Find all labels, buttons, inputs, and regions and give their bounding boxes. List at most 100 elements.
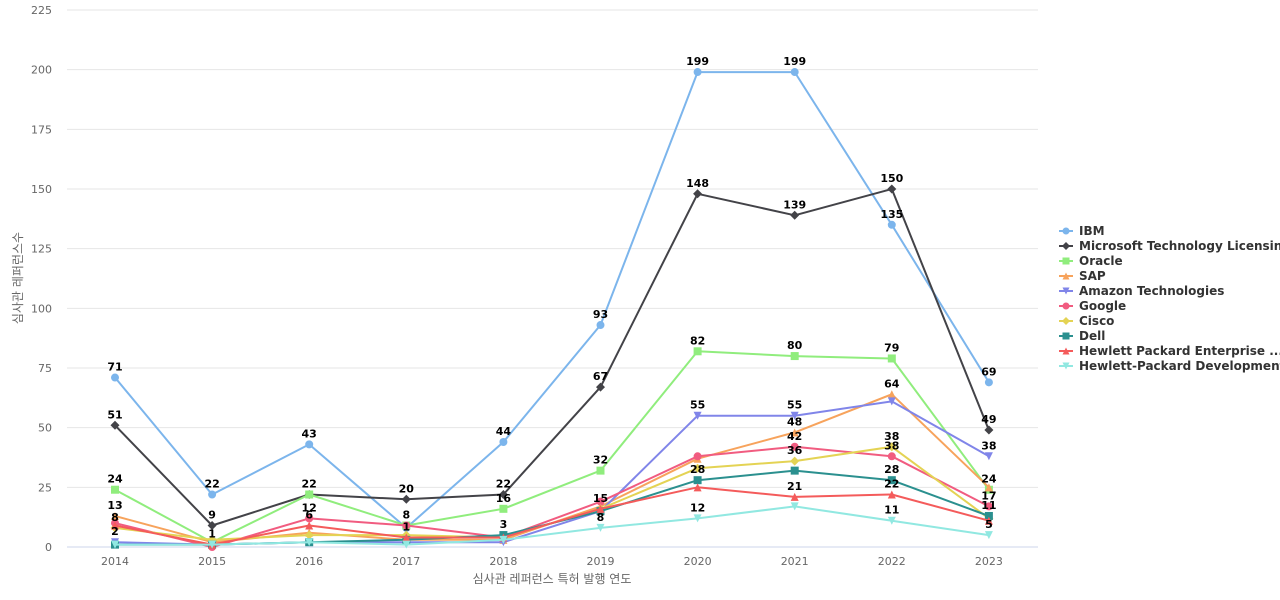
data-label: 80 [787, 339, 803, 352]
data-label: 44 [496, 425, 512, 438]
data-point [693, 68, 702, 77]
data-point [790, 68, 799, 77]
x-tick-label: 2016 [295, 555, 323, 568]
data-label: 1 [402, 520, 410, 533]
series-line [114, 71, 990, 529]
data-label: 21 [787, 480, 802, 493]
data-label: 11 [981, 499, 996, 512]
data-label: 38 [981, 439, 996, 452]
data-label: 5 [985, 518, 993, 531]
x-axis: 2014 2015 2016 2017 2018 2019 2020 2021 2022 2023 [67, 546, 1038, 568]
data-point [887, 490, 896, 499]
y-tick-label: 0 [45, 541, 52, 554]
legend-item[interactable]: IBM [1059, 224, 1105, 238]
legend-marker [1062, 227, 1070, 235]
data-point [887, 452, 896, 461]
series-line [114, 350, 990, 544]
series-8 [111, 483, 993, 549]
legend-label: IBM [1079, 224, 1105, 238]
legend-item[interactable]: Hewlett Packard Enterprise ... [1059, 344, 1280, 358]
data-label: 64 [884, 377, 900, 390]
legend-label: Hewlett-Packard Development [1079, 359, 1280, 373]
y-tick-label: 50 [38, 422, 52, 435]
data-label: 22 [302, 477, 317, 490]
data-label: 24 [107, 473, 123, 486]
data-point [402, 533, 411, 542]
data-point [402, 521, 411, 530]
data-label: 8 [402, 509, 410, 522]
data-point [111, 511, 119, 520]
x-tick-label: 2018 [489, 555, 517, 568]
legend-marker [1062, 257, 1070, 265]
data-label: 1 [208, 528, 216, 541]
series-line [115, 505, 990, 546]
data-label: 22 [496, 477, 511, 490]
legend-item[interactable]: Oracle [1059, 254, 1123, 268]
data-label: 11 [884, 504, 899, 517]
data-label: 8 [597, 511, 605, 524]
data-point [984, 425, 994, 435]
series-line [114, 486, 990, 546]
series-6 [110, 442, 994, 545]
data-point [304, 530, 314, 540]
data-point [499, 437, 508, 446]
data-point [499, 504, 508, 513]
data-label: 139 [783, 198, 806, 211]
data-label: 43 [302, 427, 317, 440]
series-9 [111, 502, 993, 549]
x-axis-title: 심사관 레퍼런스 특허 발행 연도 [473, 571, 632, 586]
data-point [887, 476, 896, 485]
legend-item[interactable]: Google [1059, 299, 1126, 313]
legend-label: Google [1079, 299, 1126, 313]
legend-label: Hewlett Packard Enterprise ... [1079, 344, 1280, 358]
legend-marker [1062, 362, 1070, 370]
series-0 [111, 68, 993, 532]
data-point [984, 483, 993, 492]
y-tick-label: 150 [31, 183, 52, 196]
data-point [984, 516, 993, 525]
data-label: 22 [884, 477, 899, 490]
y-tick-label: 100 [31, 302, 52, 315]
data-label: 38 [884, 439, 899, 452]
data-point [693, 347, 702, 356]
y-axis: 0 25 50 75 100 125 150 175 200 225 [31, 4, 52, 554]
data-label: 36 [787, 444, 803, 457]
legend-item[interactable]: Amazon Technologies [1059, 284, 1224, 298]
legend-item[interactable]: Hewlett-Packard Development [1059, 359, 1280, 373]
x-tick-label: 2014 [101, 555, 129, 568]
data-point [305, 514, 314, 523]
legend-label: Dell [1079, 329, 1105, 343]
legend-label: Amazon Technologies [1079, 284, 1224, 298]
legend-item[interactable]: Cisco [1059, 314, 1114, 328]
x-tick-label: 2020 [684, 555, 712, 568]
data-point [887, 390, 896, 399]
data-label: 22 [204, 477, 219, 490]
data-point [305, 538, 314, 547]
data-label: 79 [884, 341, 899, 354]
legend-item[interactable]: Dell [1059, 329, 1105, 343]
y-tick-label: 225 [31, 4, 52, 17]
x-tick-label: 2022 [878, 555, 906, 568]
data-point [887, 354, 896, 363]
data-label: 48 [787, 415, 802, 428]
data-label: 16 [496, 492, 512, 505]
legend-item[interactable]: Microsoft Technology Licensing [1059, 239, 1280, 253]
data-point [208, 540, 217, 549]
data-label: 42 [787, 430, 802, 443]
x-tick-label: 2017 [392, 555, 420, 568]
y-axis-title: 심사관 레퍼런스수 [11, 232, 25, 324]
data-point [208, 490, 217, 499]
legend-label: SAP [1079, 269, 1106, 283]
data-point [790, 428, 799, 437]
data-point [110, 420, 120, 430]
data-point [111, 485, 119, 494]
legend-item[interactable]: SAP [1059, 269, 1106, 283]
legend-label: Microsoft Technology Licensing [1079, 239, 1280, 253]
legend-marker [1062, 332, 1070, 340]
data-label: 49 [981, 413, 996, 426]
data-label: 6 [305, 509, 313, 522]
data-label: 150 [880, 172, 903, 185]
y-tick-label: 200 [31, 64, 52, 77]
